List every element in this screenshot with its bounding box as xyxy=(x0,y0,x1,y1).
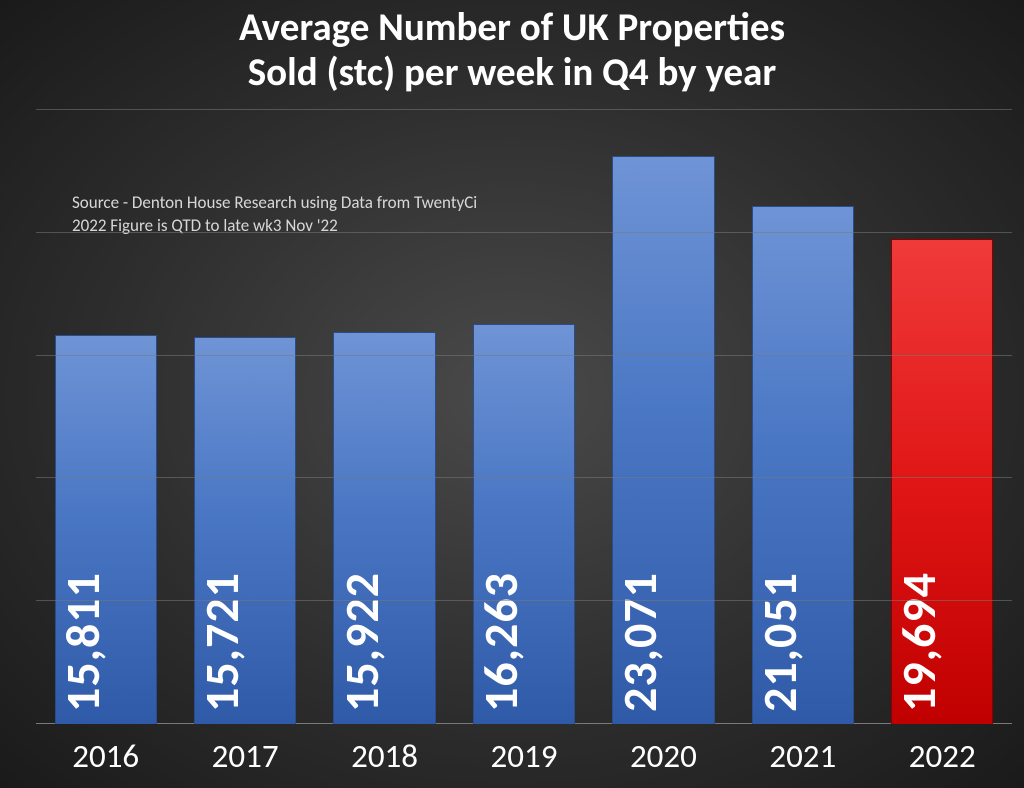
bar-2017: 15,721 xyxy=(194,337,296,724)
x-tick-2017: 2017 xyxy=(175,736,314,776)
x-tick-2021: 2021 xyxy=(733,736,872,776)
gridline xyxy=(36,600,1012,601)
gridline xyxy=(36,477,1012,478)
bar-2018: 15,922 xyxy=(333,332,435,724)
bar-2019: 16,263 xyxy=(473,324,575,724)
gridline xyxy=(36,355,1012,356)
bar-slot: 23,071 xyxy=(594,110,733,724)
bar-slot: 16,263 xyxy=(454,110,593,724)
bar-2021: 21,051 xyxy=(752,206,854,724)
bar-slot: 15,721 xyxy=(175,110,314,724)
x-tick-2020: 2020 xyxy=(594,736,733,776)
x-tick-2018: 2018 xyxy=(315,736,454,776)
bar-value-label: 15,811 xyxy=(53,392,112,724)
bar-value-label: 16,263 xyxy=(471,392,530,724)
x-tick-2016: 2016 xyxy=(36,736,175,776)
chart-title: Average Number of UK Properties Sold (st… xyxy=(0,6,1024,96)
bar-2022: 19,694 xyxy=(891,239,993,724)
plot-area: 15,811 15,721 15,922 16,263 23,071 21,051 19,6… xyxy=(36,110,1012,724)
x-tick-2019: 2019 xyxy=(454,736,593,776)
gridline xyxy=(36,232,1012,233)
bar-2020: 23,071 xyxy=(612,156,714,724)
bar-value-label: 19,694 xyxy=(889,392,948,724)
gridline xyxy=(36,109,1012,110)
bar-2016: 15,811 xyxy=(55,335,157,724)
bar-value-label: 21,051 xyxy=(750,392,809,724)
x-tick-2022: 2022 xyxy=(873,736,1012,776)
bar-value-label: 15,922 xyxy=(332,392,391,724)
bars-group: 15,811 15,721 15,922 16,263 23,071 21,051 19,6… xyxy=(36,110,1012,724)
bar-slot: 15,811 xyxy=(36,110,175,724)
chart-container: Average Number of UK Properties Sold (st… xyxy=(0,0,1024,788)
bar-value-label: 23,071 xyxy=(610,392,669,724)
bar-slot: 15,922 xyxy=(315,110,454,724)
bar-value-label: 15,721 xyxy=(192,392,251,724)
bar-slot: 19,694 xyxy=(873,110,1012,724)
x-axis: 2016201720182019202020212022 xyxy=(36,724,1012,788)
bar-slot: 21,051 xyxy=(733,110,872,724)
